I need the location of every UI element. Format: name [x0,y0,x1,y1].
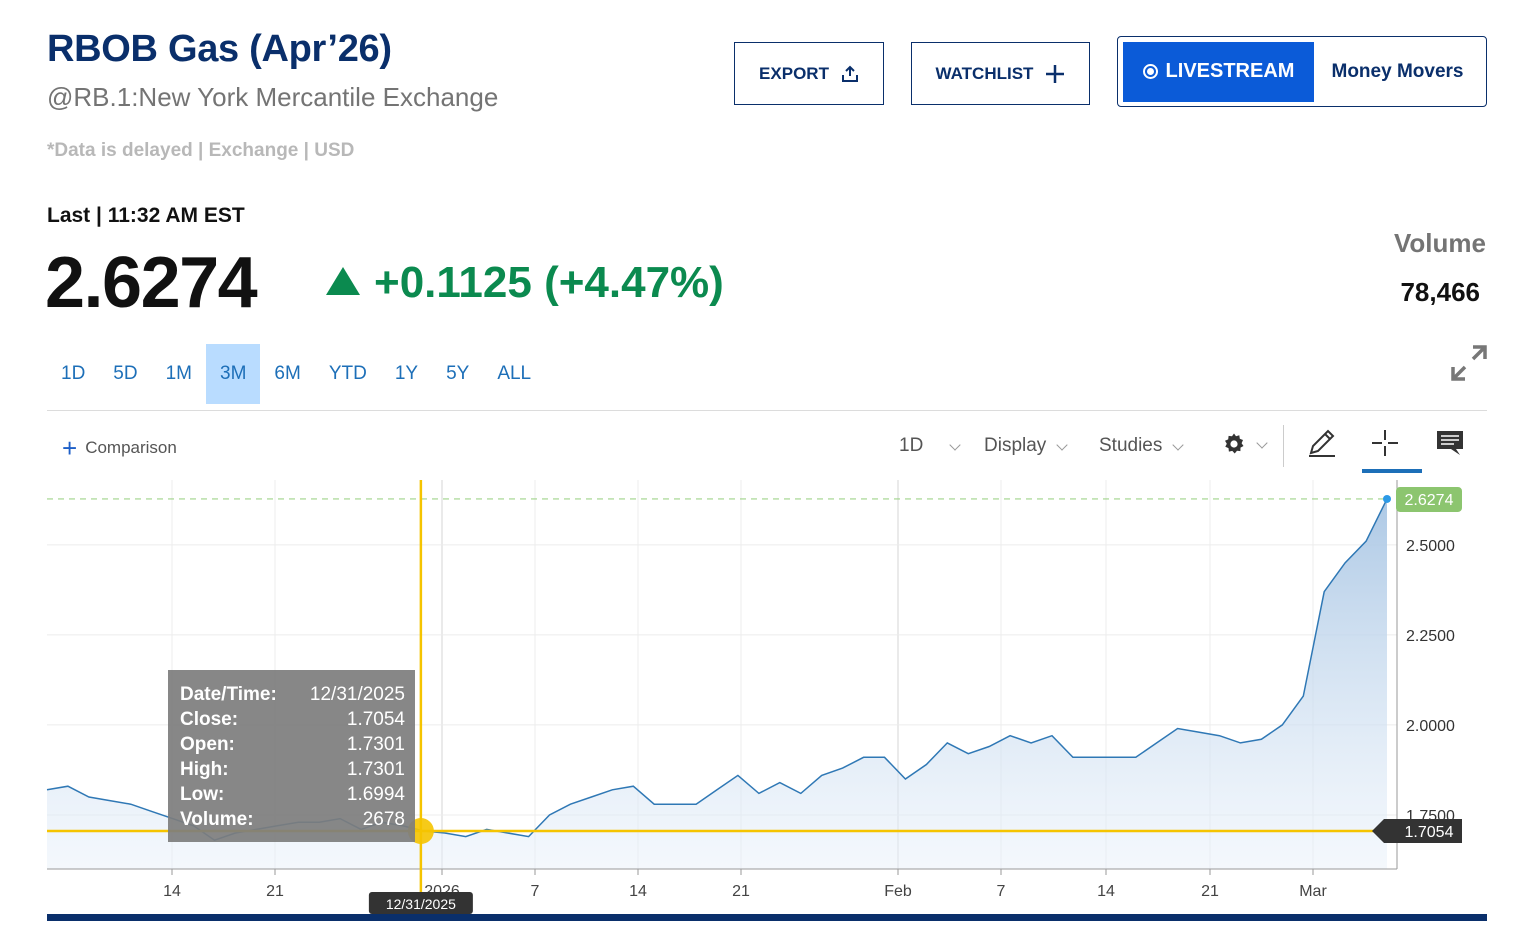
watchlist-button[interactable]: WATCHLIST [911,42,1090,105]
toolbar-separator [1283,425,1284,467]
x-axis-tick-label: 7 [997,883,1006,900]
pencil-icon[interactable] [1305,428,1339,458]
studies-label: Studies [1099,435,1163,456]
tooltip-value: 1.7301 [347,759,405,780]
x-axis-tick-label: 21 [1201,883,1219,900]
range-5d[interactable]: 5D [113,363,138,384]
comparison-label: Comparison [85,438,177,457]
last-price: 2.6274 [45,243,258,323]
tooltip-label: Open: [180,734,235,755]
range-5y[interactable]: 5Y [446,363,470,384]
time-range-selector: 1D 5D 1M 3M 6M YTD 1Y 5Y ALL [47,344,545,404]
livestream-bar: LIVESTREAM Money Movers [1117,36,1487,107]
plus-icon: + [62,433,78,463]
price-change: +0.1125 (+4.47%) [326,258,724,308]
x-axis-tick-label: Feb [884,883,912,900]
y-axis-tick-label: 2.2500 [1406,628,1455,645]
studies-dropdown[interactable]: Studies [1099,435,1185,457]
gear-icon [1225,433,1244,454]
plus-icon [1046,64,1065,83]
range-3m[interactable]: 3M [206,344,261,404]
x-axis-tick-label: 7 [531,883,540,900]
livestream-button[interactable]: LIVESTREAM [1123,41,1314,102]
price-area-fill [47,498,1387,869]
crosshair-value-badge [1372,819,1462,844]
tooltip-label: Close: [180,709,238,730]
page-title: RBOB Gas (Apr’26) [47,28,392,70]
crosshair-active-indicator [1362,469,1422,473]
tooltip-label: Volume: [180,809,254,830]
last-price-marker [1383,494,1391,503]
livestream-label: LIVESTREAM [1165,60,1295,82]
exchange-subtitle: @RB.1:New York Mercantile Exchange [47,82,499,112]
x-axis-tick-label: 21 [732,883,750,900]
range-ytd[interactable]: YTD [328,363,367,384]
x-axis-tick-label: 14 [1097,883,1115,900]
crosshair-date-label: 12/31/2025 [386,896,456,912]
up-triangle-icon [326,267,360,295]
x-axis-tick-label: Mar [1299,883,1327,900]
tooltip-value: 1.7301 [347,734,405,755]
money-movers-link[interactable]: Money Movers [1331,60,1464,82]
tooltip-label: Low: [180,784,224,805]
tooltip-label: High: [180,759,229,780]
volume-label: Volume [1394,228,1486,258]
last-trade-time: Last | 11:32 AM EST [47,204,245,227]
ohlc-tooltip [168,670,415,842]
tooltip-label: Date/Time: [180,684,277,705]
tooltip-value: 1.7054 [347,709,406,730]
share-icon [841,65,858,82]
expand-icon[interactable] [1449,343,1489,383]
range-1d[interactable]: 1D [61,363,86,384]
interval-label: 1D [899,435,924,456]
bottom-accent-bar [47,914,1487,921]
comment-icon[interactable] [1434,428,1468,458]
chart-tooltip-layer: Date/Time: 12/31/2025 Close: 1.7054 Open: 1.7… [168,670,415,842]
tooltip-value: 12/31/2025 [310,684,405,705]
x-axis-tick-label: 14 [629,883,647,900]
tooltip-value: 2678 [363,809,405,830]
settings-dropdown[interactable] [1222,432,1268,456]
range-1m[interactable]: 1M [165,363,192,384]
last-price-badge [1396,486,1462,512]
x-axis-tick-label: 14 [163,883,181,900]
display-label: Display [984,435,1047,456]
y-axis-tick-label: 2.5000 [1406,538,1455,555]
crosshair-date-badge [368,892,473,914]
last-price-badge-label: 2.6274 [1405,492,1454,509]
data-disclaimer: *Data is delayed | Exchange | USD [47,140,355,161]
display-dropdown[interactable]: Display [984,435,1068,457]
section-divider [47,410,1487,411]
price-change-value: +0.1125 (+4.47%) [374,258,724,307]
export-button[interactable]: EXPORT [734,42,884,105]
comparison-button[interactable]: + Comparison [62,433,177,463]
range-1y[interactable]: 1Y [394,363,419,384]
interval-dropdown[interactable]: 1D [899,435,961,457]
volume-value: 78,466 [1400,277,1480,307]
crosshair-icon[interactable] [1368,428,1402,458]
watchlist-label: WATCHLIST [935,63,1034,83]
y-axis-tick-label: 2.0000 [1406,718,1455,735]
live-radio-icon [1142,64,1158,79]
range-6m[interactable]: 6M [274,363,301,384]
tooltip-value: 1.6994 [347,784,406,805]
export-label: EXPORT [759,63,829,83]
range-all[interactable]: ALL [497,363,532,384]
x-axis-tick-label: 21 [266,883,284,900]
crosshair-value-label: 1.7054 [1405,824,1454,841]
